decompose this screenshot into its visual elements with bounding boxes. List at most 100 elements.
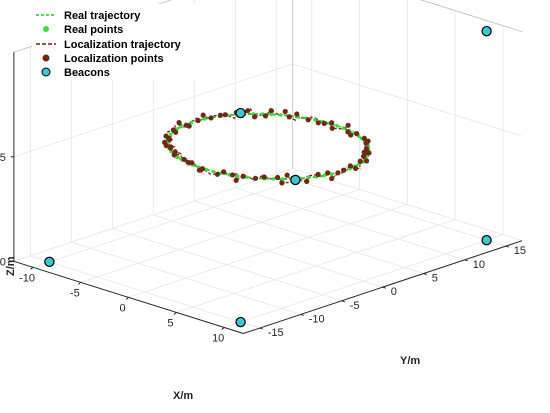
real-point — [278, 113, 283, 117]
beacon-7 — [481, 25, 492, 37]
grid-floor-y-3 — [153, 214, 383, 288]
localization-point — [279, 180, 285, 186]
real-point — [306, 175, 311, 180]
localization-point — [282, 108, 288, 115]
legend-label-beacons: Beacons — [64, 67, 110, 79]
grid-floor-y-0 — [30, 255, 260, 329]
real-point — [269, 112, 274, 117]
localization-point — [315, 120, 321, 126]
localization-point — [315, 171, 321, 177]
grid-floor-y-2 — [112, 228, 342, 302]
localization-point — [305, 117, 311, 123]
x-tick-label-4: 10 — [212, 333, 224, 345]
localization-point — [304, 178, 310, 185]
localization-point — [325, 170, 331, 176]
y-tick-label-0: -15 — [268, 327, 284, 339]
y-tick-label-6: 15 — [514, 245, 526, 257]
x-tick-label-3: 5 — [167, 317, 173, 329]
localization-point — [262, 113, 269, 119]
grid-lines — [13, 0, 523, 329]
beacon-5 — [235, 107, 246, 119]
x-tick-4 — [221, 327, 225, 330]
legend-label-real-trajectory: Real trajectory — [64, 10, 141, 22]
beacon-0 — [44, 256, 55, 268]
real-point — [179, 124, 183, 129]
localization-point — [199, 166, 206, 172]
z-axis-label: Z/m — [5, 256, 17, 276]
real-point — [329, 172, 334, 176]
localization-point — [200, 112, 206, 118]
noise-point — [201, 172, 205, 175]
y-tick-1 — [300, 313, 304, 316]
real-point — [168, 132, 173, 137]
x-tick-1 — [77, 281, 82, 285]
localization-point — [321, 120, 327, 126]
noise-point — [359, 167, 362, 171]
legend-label-real-points: Real points — [64, 24, 123, 36]
localization-point — [233, 177, 239, 183]
real-point — [235, 174, 240, 178]
trajectory-layer — [162, 108, 372, 186]
localization-point — [166, 135, 172, 142]
y-tick-0 — [259, 327, 263, 330]
localization-point — [329, 125, 335, 131]
real-point — [322, 173, 327, 178]
localization-point — [354, 130, 360, 137]
beacon-3 — [481, 234, 492, 246]
legend-entry-localization-points: Localization points — [42, 53, 164, 65]
real-point — [211, 169, 216, 174]
y-axis-label: Y/m — [400, 355, 420, 367]
localization-point — [181, 156, 187, 163]
localization-point — [363, 146, 370, 152]
localization-point — [345, 129, 351, 135]
localization-point — [221, 169, 227, 175]
grid-backx-z-0 — [13, 168, 293, 262]
localization-point — [284, 172, 290, 178]
noise-point — [344, 166, 348, 169]
localization-point — [214, 171, 221, 177]
localization-point — [340, 167, 347, 173]
localization-point — [217, 112, 223, 118]
localization-point — [329, 120, 335, 126]
localization-point — [170, 127, 177, 133]
y-tick-label-5: 10 — [473, 259, 485, 271]
y-tick-2 — [341, 300, 345, 303]
localization-point — [186, 123, 192, 129]
grid-floor-y-5 — [235, 187, 465, 261]
real-point — [280, 177, 285, 181]
real-point — [189, 120, 194, 125]
real-point — [313, 118, 317, 122]
localization-point — [274, 174, 281, 181]
legend-swatch-beacons — [41, 67, 51, 77]
legend-label-localization-points: Localization points — [64, 53, 164, 65]
legend-box — [32, 4, 228, 80]
x-tick-label-0: -10 — [19, 272, 35, 284]
x-tick-0 — [30, 266, 34, 270]
z-tick-label-1: 5 — [0, 152, 6, 164]
legend-entry-real-points: Real points — [43, 24, 123, 36]
localization-point — [365, 138, 371, 144]
real-point — [202, 117, 207, 121]
legend-label-localization-trajectory: Localization trajectory — [64, 39, 182, 51]
noise-point — [173, 156, 177, 160]
beacon-2 — [290, 174, 301, 186]
localization-point — [261, 174, 267, 180]
localization-point — [176, 120, 182, 126]
z-tick-label-0: 0 — [0, 256, 6, 268]
localization-point — [240, 173, 246, 179]
localization-point — [347, 163, 353, 169]
real-point — [335, 123, 339, 128]
localization-point — [294, 111, 300, 117]
localization-point — [286, 114, 292, 120]
localization-point — [329, 175, 335, 182]
y-tick-5 — [464, 259, 468, 262]
localization-point — [366, 150, 372, 156]
tick-labels: -10 -5 0 5 10 -15 -10 -5 0 5 10 15 0 5 — [0, 152, 526, 345]
box-edge-top-back — [420, 0, 523, 33]
legend-entry-localization-trajectory: Localization trajectory — [36, 39, 182, 51]
y-tick-4 — [423, 272, 427, 275]
y-tick-3 — [382, 286, 386, 289]
real-point — [341, 126, 346, 130]
